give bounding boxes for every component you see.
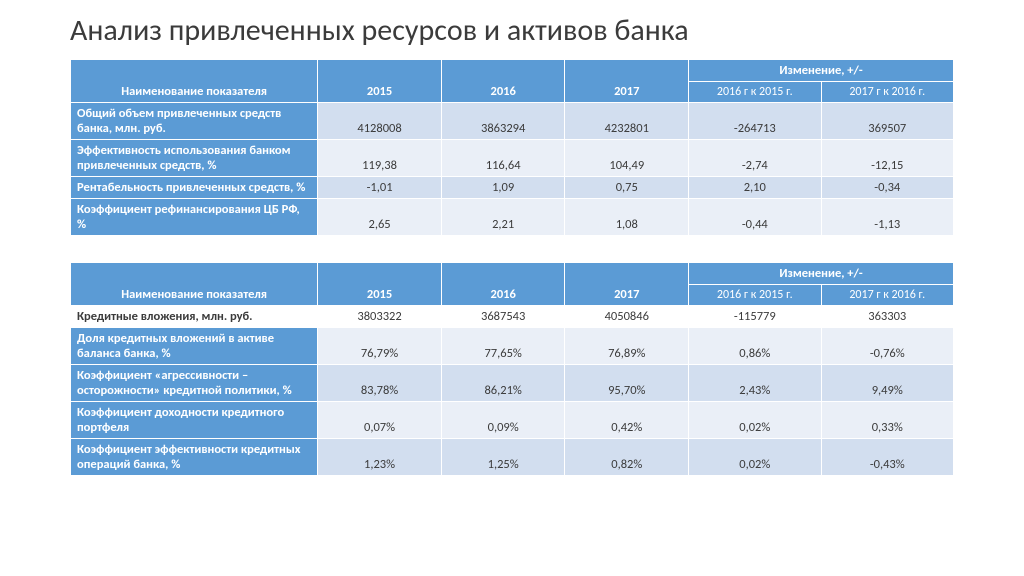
cell-value: -1,01 [318,177,442,199]
cell-value: 77,65% [441,328,565,365]
col-2017: 2017 [565,60,689,103]
table-row: Коэффициент рефинансирования ЦБ РФ, %2,6… [71,199,954,236]
table-row: Эффективность использования банком привл… [71,140,954,177]
cell-value: 4128008 [318,103,442,140]
col-change-group: Изменение, +/- [689,263,954,285]
cell-value: -0,44 [689,199,821,236]
cell-value: 95,70% [565,365,689,402]
cell-value: 1,09 [441,177,565,199]
col-ch1: 2016 г к 2015 г. [689,82,821,103]
table-row: Доля кредитных вложений в активе баланса… [71,328,954,365]
table-row: Кредитные вложения, млн. руб.38033223687… [71,306,954,328]
cell-value: 0,33% [821,402,953,439]
cell-value: -12,15 [821,140,953,177]
cell-value: 119,38 [318,140,442,177]
cell-value: 0,02% [689,439,821,476]
cell-value: 116,64 [441,140,565,177]
cell-value: 2,21 [441,199,565,236]
col-ch2: 2017 г к 2016 г. [821,82,953,103]
row-label: Эффективность использования банком привл… [71,140,318,177]
cell-value: 0,86% [689,328,821,365]
cell-value: -264713 [689,103,821,140]
cell-value: 2,10 [689,177,821,199]
cell-value: 0,75 [565,177,689,199]
row-label: Рентабельность привлеченных средств, % [71,177,318,199]
col-ch2: 2017 г к 2016 г. [821,285,953,306]
row-label: Кредитные вложения, млн. руб. [71,306,318,328]
cell-value: 4232801 [565,103,689,140]
cell-value: 0,02% [689,402,821,439]
col-ch1: 2016 г к 2015 г. [689,285,821,306]
cell-value: 104,49 [565,140,689,177]
col-name: Наименование показателя [71,263,318,306]
row-label: Коэффициент «агрессивности – осторожност… [71,365,318,402]
col-change-group: Изменение, +/- [689,60,954,82]
table-head: Наименование показателя 2015 2016 2017 И… [71,263,954,306]
table-body: Общий объем привлеченных средств банка, … [71,103,954,236]
cell-value: 86,21% [441,365,565,402]
cell-value: 9,49% [821,365,953,402]
page-title: Анализ привлеченных ресурсов и активов б… [70,12,954,49]
cell-value: 2,43% [689,365,821,402]
cell-value: 3863294 [441,103,565,140]
cell-value: -115779 [689,306,821,328]
cell-value: 2,65 [318,199,442,236]
table-row: Коэффициент доходности кредитного портфе… [71,402,954,439]
cell-value: 3687543 [441,306,565,328]
cell-value: -0,43% [821,439,953,476]
col-2015: 2015 [318,60,442,103]
col-2016: 2016 [441,60,565,103]
cell-value: 1,08 [565,199,689,236]
table-head: Наименование показателя 2015 2016 2017 И… [71,60,954,103]
cell-value: 369507 [821,103,953,140]
cell-value: 3803322 [318,306,442,328]
cell-value: 0,42% [565,402,689,439]
row-label: Коэффициент доходности кредитного портфе… [71,402,318,439]
row-label: Доля кредитных вложений в активе баланса… [71,328,318,365]
table-resources: Наименование показателя 2015 2016 2017 И… [70,59,954,236]
col-2015: 2015 [318,263,442,306]
table-assets: Наименование показателя 2015 2016 2017 И… [70,262,954,476]
cell-value: 76,89% [565,328,689,365]
table-body: Кредитные вложения, млн. руб.38033223687… [71,306,954,476]
cell-value: 363303 [821,306,953,328]
col-name: Наименование показателя [71,60,318,103]
col-2016: 2016 [441,263,565,306]
cell-value: -0,34 [821,177,953,199]
cell-value: 0,07% [318,402,442,439]
cell-value: 83,78% [318,365,442,402]
table-row: Рентабельность привлеченных средств, %-1… [71,177,954,199]
cell-value: -2,74 [689,140,821,177]
row-label: Коэффициент эффективности кредитных опер… [71,439,318,476]
row-label: Коэффициент рефинансирования ЦБ РФ, % [71,199,318,236]
cell-value: -1,13 [821,199,953,236]
cell-value: 4050846 [565,306,689,328]
cell-value: 0,82% [565,439,689,476]
cell-value: 1,23% [318,439,442,476]
table-row: Коэффициент эффективности кредитных опер… [71,439,954,476]
table-row: Коэффициент «агрессивности – осторожност… [71,365,954,402]
col-2017: 2017 [565,263,689,306]
slide: Анализ привлеченных ресурсов и активов б… [0,0,1024,476]
cell-value: 76,79% [318,328,442,365]
cell-value: -0,76% [821,328,953,365]
row-label: Общий объем привлеченных средств банка, … [71,103,318,140]
cell-value: 0,09% [441,402,565,439]
table-row: Общий объем привлеченных средств банка, … [71,103,954,140]
cell-value: 1,25% [441,439,565,476]
